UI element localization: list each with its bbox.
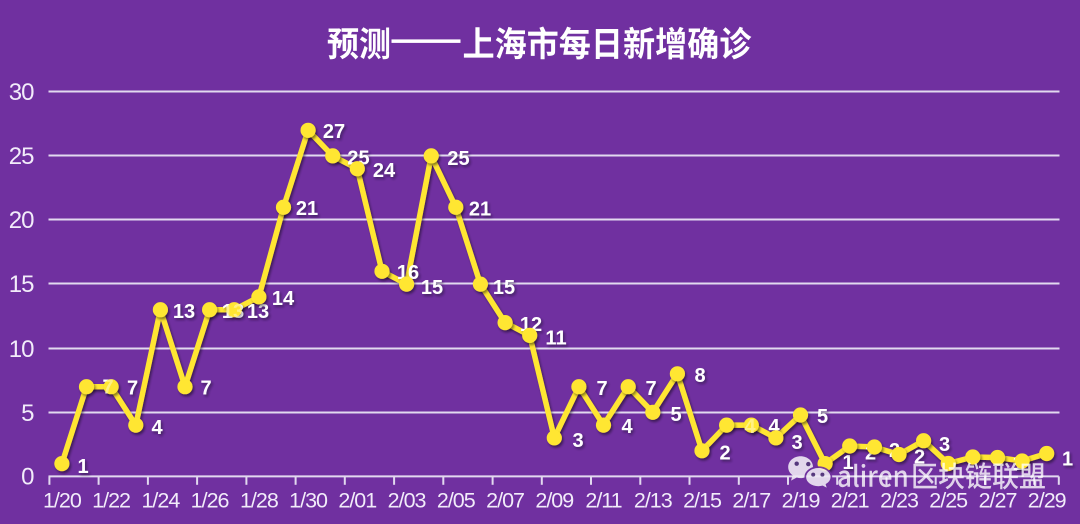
svg-text:7: 7 (127, 378, 138, 400)
svg-text:2/23: 2/23 (880, 489, 919, 513)
svg-text:2/09: 2/09 (535, 489, 573, 513)
svg-text:2: 2 (914, 447, 925, 469)
svg-text:0: 0 (21, 464, 34, 491)
svg-text:11: 11 (545, 328, 566, 350)
svg-text:15: 15 (421, 277, 443, 299)
svg-text:1: 1 (842, 452, 853, 474)
svg-text:15: 15 (493, 277, 515, 299)
svg-text:2/07: 2/07 (486, 489, 524, 513)
svg-text:13: 13 (173, 301, 195, 323)
svg-text:1: 1 (77, 456, 88, 478)
svg-text:8: 8 (694, 365, 705, 387)
svg-text:13: 13 (222, 301, 244, 323)
svg-text:24: 24 (373, 160, 396, 182)
svg-text:1/30: 1/30 (289, 489, 328, 513)
svg-text:13: 13 (247, 301, 269, 323)
svg-text:21: 21 (469, 199, 491, 221)
svg-text:2/27: 2/27 (979, 489, 1017, 513)
svg-text:14: 14 (272, 288, 295, 310)
svg-text:2: 2 (719, 443, 730, 465)
svg-text:4: 4 (151, 417, 163, 439)
svg-text:2/21: 2/21 (831, 489, 869, 513)
svg-text:3: 3 (572, 430, 583, 452)
svg-text:2/25: 2/25 (929, 489, 968, 513)
svg-text:2/17: 2/17 (732, 489, 770, 513)
svg-text:2/29: 2/29 (1028, 489, 1066, 513)
svg-text:7: 7 (645, 378, 656, 400)
svg-text:7: 7 (102, 377, 113, 399)
svg-text:1/26: 1/26 (191, 489, 230, 513)
svg-text:1/28: 1/28 (240, 489, 279, 513)
svg-text:5: 5 (670, 404, 681, 426)
svg-text:2/13: 2/13 (634, 489, 673, 513)
svg-text:25: 25 (9, 143, 34, 170)
svg-text:5: 5 (817, 406, 828, 428)
svg-text:5: 5 (21, 400, 34, 427)
svg-text:2/03: 2/03 (388, 489, 427, 513)
svg-text:1/20: 1/20 (43, 489, 82, 513)
svg-text:15: 15 (9, 271, 34, 298)
svg-text:10: 10 (9, 336, 34, 363)
svg-text:4: 4 (744, 416, 756, 438)
svg-text:2: 2 (865, 443, 876, 465)
svg-text:2/01: 2/01 (338, 489, 376, 513)
svg-text:20: 20 (9, 207, 34, 234)
svg-text:2/11: 2/11 (585, 489, 621, 513)
svg-text:3: 3 (939, 434, 950, 456)
svg-text:2/15: 2/15 (683, 489, 722, 513)
svg-text:21: 21 (296, 198, 318, 220)
svg-text:7: 7 (200, 378, 211, 400)
svg-text:4: 4 (621, 416, 633, 438)
svg-text:1/22: 1/22 (92, 489, 130, 513)
svg-text:1/24: 1/24 (141, 489, 180, 513)
svg-text:3: 3 (791, 432, 802, 454)
svg-text:7: 7 (596, 378, 607, 400)
svg-text:25: 25 (447, 148, 469, 170)
svg-text:1: 1 (1062, 449, 1073, 471)
svg-text:30: 30 (9, 79, 34, 106)
svg-text:2/19: 2/19 (782, 489, 820, 513)
svg-text:27: 27 (323, 121, 345, 143)
svg-text:2/05: 2/05 (437, 489, 476, 513)
